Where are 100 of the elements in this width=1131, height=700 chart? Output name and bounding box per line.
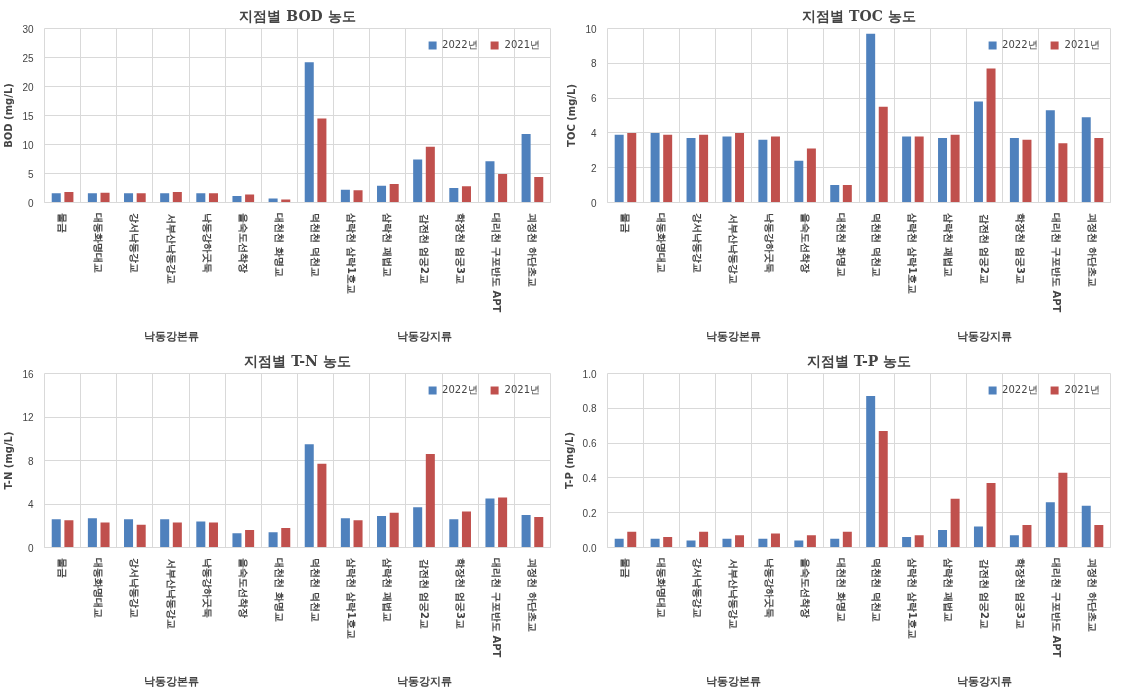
text: 낙동강지류 bbox=[957, 674, 1013, 688]
x-tick-label: 서부산낙동강교 bbox=[727, 558, 739, 629]
x-tick-label: 낙동강하굿둑 bbox=[201, 558, 213, 619]
x-tick-label: 서부산낙동강교 bbox=[165, 558, 177, 629]
y-tick-label: 1.0 bbox=[582, 368, 597, 380]
x-tick-label: 물금 bbox=[57, 558, 69, 579]
text: 낙동강지류 bbox=[396, 329, 452, 343]
chart-title: 지점별 BOD 농도 bbox=[239, 7, 356, 24]
x-tick-label: 감전천 엄궁2교 bbox=[418, 558, 430, 629]
y-tick-label: 0.4 bbox=[582, 472, 597, 484]
text: 낙동강본류 bbox=[705, 674, 761, 688]
x-tick-label: 대리천 구포반도 APT bbox=[490, 558, 502, 658]
x-tick-label: 대동화명대교 bbox=[93, 558, 105, 619]
y-tick-label: 12 bbox=[22, 412, 34, 423]
y-tick-label: 4 bbox=[27, 499, 34, 510]
x-tick-label: 괴정천 하단초교 bbox=[526, 558, 538, 632]
x-tick-label: 괴정천 하단초교 bbox=[1087, 558, 1099, 632]
x-tick-label: 삼락천 괘법교 bbox=[943, 213, 955, 277]
y-axis-title: TOC (mg/L) bbox=[566, 84, 578, 147]
legend-label: 2021년 bbox=[504, 38, 540, 52]
text: 낙동강지류 bbox=[957, 329, 1013, 343]
legend-label: 2022년 bbox=[1002, 38, 1038, 52]
legend-label: 2021년 bbox=[504, 383, 540, 397]
x-tick-label: 삼락천 삼락1호교 bbox=[907, 558, 919, 639]
x-tick-label: 강서낙동강교 bbox=[691, 558, 703, 619]
y-tick-label: 2 bbox=[590, 162, 597, 174]
x-tick-label: 삼락천 괘법교 bbox=[382, 213, 394, 277]
y-tick-label: 30 bbox=[22, 23, 34, 35]
x-tick-label: 대천천 화명교 bbox=[835, 558, 847, 622]
text: 낙동강본류 bbox=[705, 329, 761, 343]
x-tick-label: 대동화명대교 bbox=[655, 213, 667, 274]
y-tick-label: 0.0 bbox=[582, 542, 597, 554]
y-tick-label: 10 bbox=[22, 139, 34, 151]
y-tick-label: 6 bbox=[590, 93, 597, 105]
x-tick-label: 을숙도선착장 bbox=[799, 213, 811, 274]
legend-label: 2021년 bbox=[1064, 383, 1100, 397]
x-tick-label: 대천천 화명교 bbox=[835, 213, 847, 277]
x-tick-label: 학장천 엄궁3교 bbox=[454, 558, 466, 629]
x-tick-label: 삼락천 괘법교 bbox=[943, 558, 955, 622]
x-tick-label: 물금 bbox=[619, 213, 631, 234]
x-tick-label: 낙동강하굿둑 bbox=[763, 558, 775, 619]
x-tick-label: 감전천 엄궁2교 bbox=[979, 213, 991, 284]
y-tick-label: 0 bbox=[27, 542, 34, 554]
x-tick-label: 낙동강하굿둑 bbox=[763, 213, 775, 274]
y-tick-label: 16 bbox=[22, 368, 34, 380]
x-tick-label: 대천천 화명교 bbox=[273, 213, 285, 277]
x-tick-label: 학장천 엄궁3교 bbox=[1015, 558, 1027, 629]
x-tick-label: 삼락천 삼락1호교 bbox=[907, 213, 919, 294]
y-tick-label: 8 bbox=[590, 58, 597, 70]
legend-label: 2022년 bbox=[442, 383, 478, 397]
x-tick-label: 낙동강하굿둑 bbox=[201, 213, 213, 274]
legend-label: 2022년 bbox=[442, 38, 478, 52]
x-tick-label: 강서낙동강교 bbox=[129, 558, 141, 619]
legend-label: 2021년 bbox=[1064, 38, 1100, 52]
x-tick-label: 덕천천 덕천교 bbox=[310, 213, 322, 277]
x-tick-label: 대리천 구포반도 APT bbox=[490, 213, 502, 313]
y-tick-label: 15 bbox=[22, 110, 34, 122]
y-tick-label: 0.8 bbox=[582, 403, 597, 415]
x-tick-label: 물금 bbox=[619, 558, 631, 579]
x-tick-label: 대동화명대교 bbox=[93, 213, 105, 274]
x-tick-label: 덕천천 덕천교 bbox=[871, 213, 883, 277]
y-tick-label: 0 bbox=[27, 197, 34, 209]
y-tick-label: 20 bbox=[22, 81, 34, 93]
x-tick-label: 대동화명대교 bbox=[655, 558, 667, 619]
x-tick-label: 감전천 엄궁2교 bbox=[418, 213, 430, 284]
x-tick-label: 강서낙동강교 bbox=[691, 213, 703, 274]
x-tick-label: 을숙도선착장 bbox=[237, 558, 249, 619]
y-tick-label: 25 bbox=[22, 52, 34, 64]
x-tick-label: 대리천 구포반도 APT bbox=[1051, 558, 1063, 658]
x-tick-label: 괴정천 하단초교 bbox=[526, 213, 538, 287]
y-tick-label: 0.6 bbox=[582, 438, 597, 450]
y-tick-label: 4 bbox=[590, 127, 597, 139]
x-tick-label: 삼락천 삼락1호교 bbox=[346, 213, 358, 294]
x-tick-label: 삼락천 삼락1호교 bbox=[346, 558, 358, 639]
x-tick-label: 삼락천 괘법교 bbox=[382, 558, 394, 622]
y-tick-label: 8 bbox=[27, 455, 34, 467]
x-tick-label: 물금 bbox=[57, 213, 69, 234]
y-axis-title: T-P (mg/L) bbox=[563, 431, 575, 490]
x-tick-label: 대리천 구포반도 APT bbox=[1051, 213, 1063, 313]
chart-title: 지점별 TOC 농도 bbox=[802, 7, 916, 24]
y-axis-title: T-N (mg/L) bbox=[3, 431, 15, 490]
x-tick-label: 을숙도선착장 bbox=[799, 558, 811, 619]
legend-label: 2022년 bbox=[1002, 383, 1038, 397]
text: 낙동강본류 bbox=[143, 329, 199, 343]
text: 낙동강지류 bbox=[396, 674, 452, 688]
x-tick-label: 학장천 엄궁3교 bbox=[1015, 213, 1027, 284]
y-tick-label: 10 bbox=[585, 23, 597, 35]
x-tick-label: 을숙도선착장 bbox=[237, 213, 249, 274]
text: 낙동강본류 bbox=[143, 674, 199, 688]
y-tick-label: 0.2 bbox=[582, 507, 597, 519]
x-tick-label: 서부산낙동강교 bbox=[727, 213, 739, 284]
x-tick-label: 대천천 화명교 bbox=[273, 558, 285, 622]
chart-title: 지점별 T-P 농도 bbox=[806, 352, 912, 369]
y-axis-title: BOD (mg/L) bbox=[3, 83, 15, 148]
chart-title: 지점별 T-N 농도 bbox=[244, 352, 351, 369]
x-tick-label: 강서낙동강교 bbox=[129, 213, 141, 274]
x-tick-label: 덕천천 덕천교 bbox=[310, 558, 322, 622]
x-tick-label: 덕천천 덕천교 bbox=[871, 558, 883, 622]
x-tick-label: 학장천 엄궁3교 bbox=[454, 213, 466, 284]
y-tick-label: 0 bbox=[590, 197, 597, 209]
